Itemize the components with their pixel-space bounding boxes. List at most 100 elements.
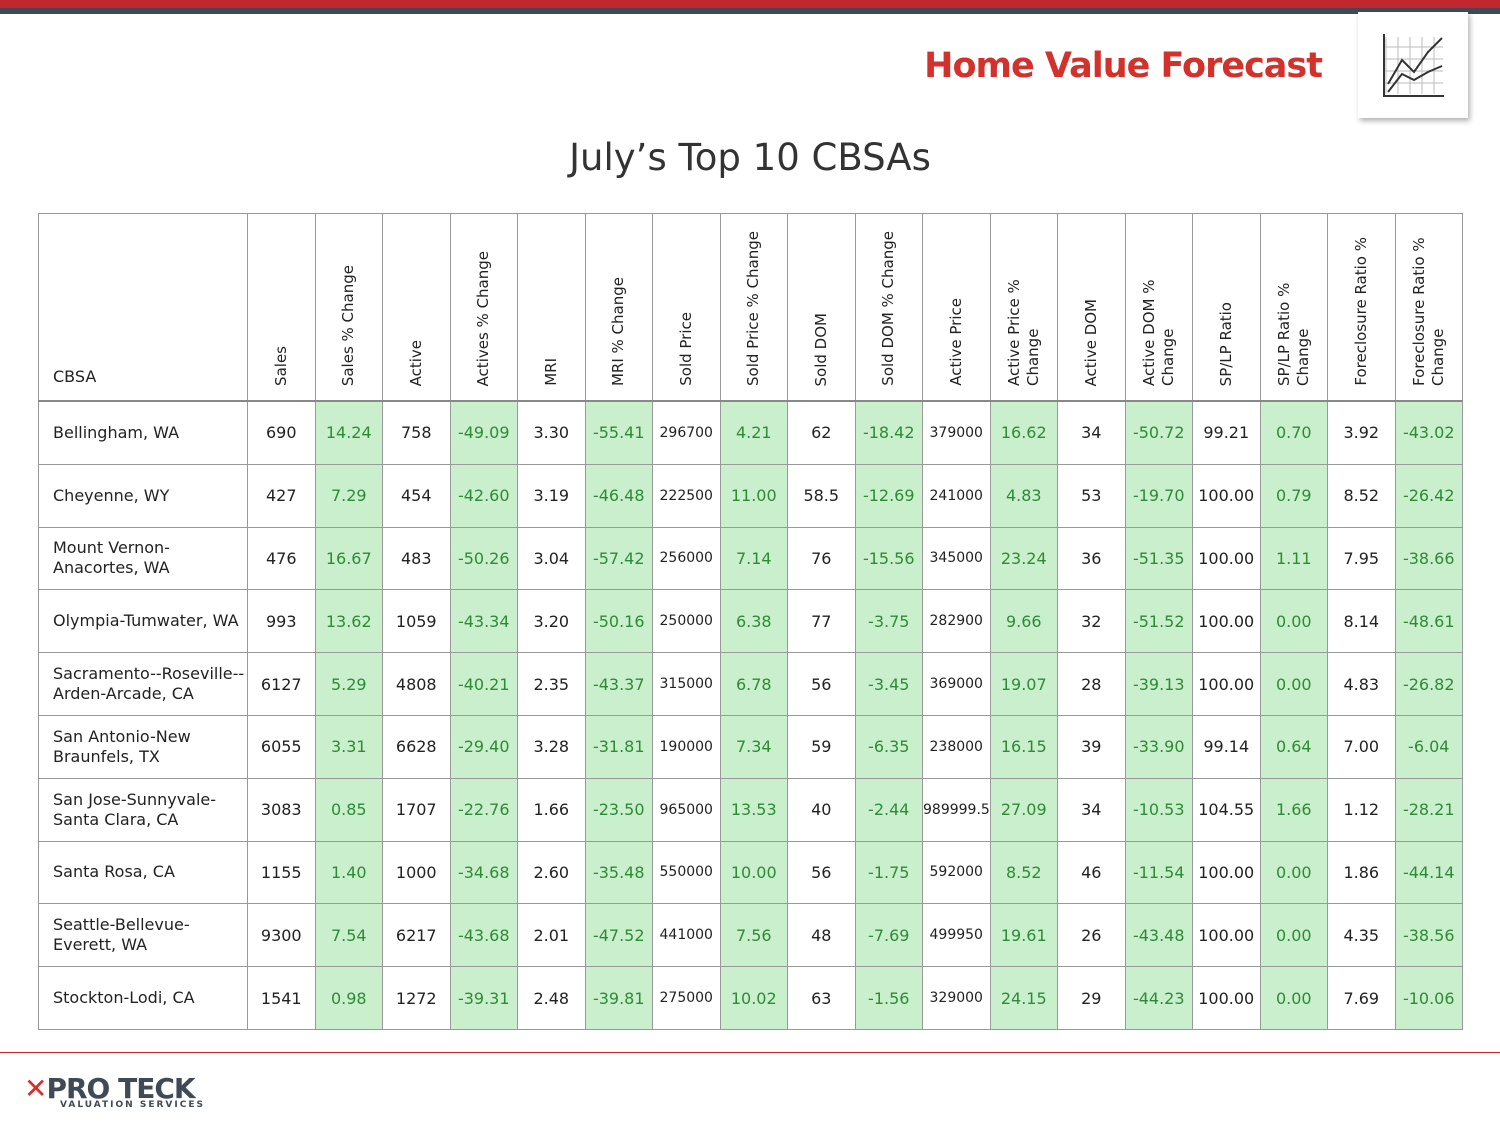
value-cell: 56 — [787, 840, 856, 905]
value-cell: 29 — [1057, 966, 1126, 1030]
table-row: Seattle-Bellevue-Everett, WA 9300 7.54 6217… — [38, 903, 1463, 968]
value-cell: 369000 — [922, 652, 991, 716]
value-cell: 1272 — [382, 966, 451, 1030]
value-cell: 238000 — [922, 714, 991, 779]
value-cell: 3.30 — [517, 400, 586, 465]
value-cell: -48.61 — [1394, 589, 1463, 654]
column-header: Actives % Change — [449, 213, 518, 402]
value-cell: 6.38 — [719, 589, 788, 654]
column-header: Active DOM % Change — [1124, 213, 1193, 402]
value-cell: 345000 — [922, 526, 991, 591]
value-cell: 2.48 — [517, 966, 586, 1030]
value-cell: 9.66 — [989, 589, 1058, 654]
data-table: CBSA Sales Sales % Change Active Actives % C… — [38, 213, 1463, 1030]
cbsa-cell: San Jose-Sunnyvale-Santa Clara, CA — [38, 777, 248, 842]
value-cell: 758 — [382, 400, 451, 465]
value-cell: -3.45 — [854, 652, 923, 716]
table-body: Bellingham, WA 690 14.24 758 -49.09 3.30 -55.4… — [38, 400, 1463, 1030]
value-cell: 3.28 — [517, 714, 586, 779]
value-cell: 993 — [247, 589, 316, 654]
value-cell: 499950 — [922, 903, 991, 968]
column-header-text: Sales % Change — [339, 264, 358, 386]
value-cell: 63 — [787, 966, 856, 1030]
value-cell: -18.42 — [854, 400, 923, 465]
logo-text: PRO TECK — [46, 1072, 195, 1105]
value-cell: 7.00 — [1327, 714, 1396, 779]
value-cell: 104.55 — [1192, 777, 1261, 842]
column-header-text: Active DOM — [1081, 298, 1100, 386]
value-cell: 7.54 — [314, 903, 383, 968]
value-cell: 28 — [1057, 652, 1126, 716]
value-cell: 3083 — [247, 777, 316, 842]
value-cell: 989999.5 — [922, 777, 991, 842]
value-cell: 26 — [1057, 903, 1126, 968]
value-cell: -44.23 — [1124, 966, 1193, 1030]
cbsa-cell: Mount Vernon-Anacortes, WA — [38, 526, 248, 591]
value-cell: 0.85 — [314, 777, 383, 842]
value-cell: 4.35 — [1327, 903, 1396, 968]
value-cell: 13.62 — [314, 589, 383, 654]
value-cell: -51.35 — [1124, 526, 1193, 591]
column-header: SP/LP Ratio % Change — [1259, 213, 1328, 402]
cbsa-cell: Stockton-Lodi, CA — [38, 966, 248, 1030]
column-header-text: Sold Price — [676, 312, 695, 386]
value-cell: 46 — [1057, 840, 1126, 905]
column-header-text: Active DOM % Change — [1139, 279, 1177, 387]
cbsa-cell: Olympia-Tumwater, WA — [38, 589, 248, 654]
value-cell: -23.50 — [584, 777, 653, 842]
value-cell: -40.21 — [449, 652, 518, 716]
value-cell: 0.00 — [1259, 966, 1328, 1030]
value-cell: 0.70 — [1259, 400, 1328, 465]
column-header: Active Price % Change — [989, 213, 1058, 402]
value-cell: 8.52 — [1327, 463, 1396, 528]
value-cell: 19.07 — [989, 652, 1058, 716]
value-cell: 379000 — [922, 400, 991, 465]
value-cell: -26.82 — [1394, 652, 1463, 716]
cbsa-cell: Cheyenne, WY — [38, 463, 248, 528]
value-cell: -44.14 — [1394, 840, 1463, 905]
value-cell: 99.21 — [1192, 400, 1261, 465]
table-row: Cheyenne, WY 427 7.29 454 -42.60 3.19 -46.48 22… — [38, 463, 1463, 528]
value-cell: 100.00 — [1192, 652, 1261, 716]
table-row: Mount Vernon-Anacortes, WA 476 16.67 483 -50… — [38, 526, 1463, 591]
value-cell: 5.29 — [314, 652, 383, 716]
column-header: Sold Price — [652, 213, 721, 402]
value-cell: 222500 — [652, 463, 721, 528]
value-cell: -12.69 — [854, 463, 923, 528]
value-cell: 24.15 — [989, 966, 1058, 1030]
value-cell: 10.02 — [719, 966, 788, 1030]
value-cell: -6.35 — [854, 714, 923, 779]
value-cell: 19.61 — [989, 903, 1058, 968]
value-cell: 48 — [787, 903, 856, 968]
value-cell: 100.00 — [1192, 966, 1261, 1030]
value-cell: 476 — [247, 526, 316, 591]
value-cell: 1541 — [247, 966, 316, 1030]
top-bar-dark — [0, 8, 1500, 14]
value-cell: 7.29 — [314, 463, 383, 528]
logo: ✕PRO TECK — [24, 1072, 196, 1105]
column-header: Sales — [247, 213, 316, 402]
column-header-text: Active Price % Change — [1004, 279, 1042, 386]
value-cell: 550000 — [652, 840, 721, 905]
value-cell: 1.66 — [517, 777, 586, 842]
value-cell: 250000 — [652, 589, 721, 654]
value-cell: -29.40 — [449, 714, 518, 779]
cbsa-cell: Sacramento--Roseville--Arden-Arcade, CA — [38, 652, 248, 716]
value-cell: 256000 — [652, 526, 721, 591]
value-cell: -57.42 — [584, 526, 653, 591]
value-cell: 483 — [382, 526, 451, 591]
value-cell: 441000 — [652, 903, 721, 968]
column-header: Active DOM — [1057, 213, 1126, 402]
value-cell: 59 — [787, 714, 856, 779]
value-cell: 34 — [1057, 400, 1126, 465]
value-cell: 2.60 — [517, 840, 586, 905]
value-cell: 7.69 — [1327, 966, 1396, 1030]
value-cell: 1.86 — [1327, 840, 1396, 905]
value-cell: -7.69 — [854, 903, 923, 968]
value-cell: -11.54 — [1124, 840, 1193, 905]
value-cell: 1.66 — [1259, 777, 1328, 842]
value-cell: 16.62 — [989, 400, 1058, 465]
value-cell: -28.21 — [1394, 777, 1463, 842]
value-cell: 3.20 — [517, 589, 586, 654]
table-row: Bellingham, WA 690 14.24 758 -49.09 3.30 -55.4… — [38, 400, 1463, 465]
